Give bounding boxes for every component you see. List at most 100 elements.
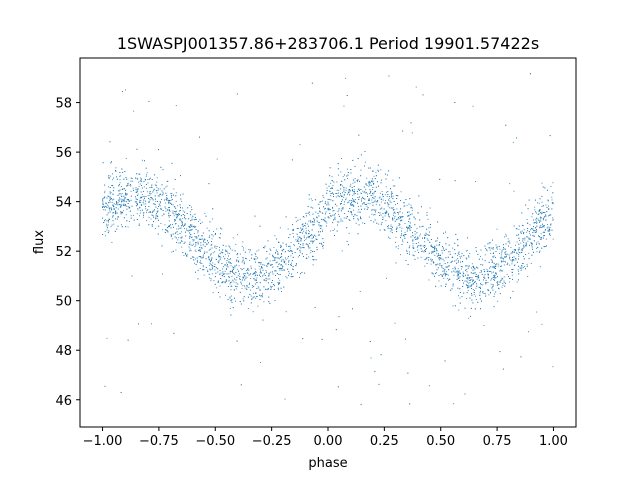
data-point (396, 218, 398, 220)
data-point (439, 178, 441, 180)
data-point (410, 236, 412, 238)
data-point (161, 184, 163, 186)
data-point (179, 227, 181, 229)
data-point (154, 204, 156, 206)
data-point (259, 272, 261, 274)
data-point (272, 266, 274, 268)
data-point (504, 256, 506, 258)
data-point (489, 267, 491, 269)
data-point (195, 225, 197, 227)
data-point (251, 254, 253, 256)
data-point (548, 205, 549, 207)
data-point (236, 268, 238, 270)
data-point (303, 216, 305, 218)
data-point (433, 247, 434, 249)
data-point (190, 214, 192, 216)
data-point (231, 270, 233, 272)
data-point (534, 230, 536, 232)
data-point (482, 292, 484, 294)
data-point (479, 290, 481, 292)
data-point (139, 180, 141, 182)
data-point (276, 238, 277, 240)
data-point (466, 280, 468, 282)
data-point (297, 238, 299, 240)
data-point (181, 231, 182, 233)
data-point (494, 276, 496, 278)
data-point (495, 268, 496, 269)
data-point (137, 208, 139, 210)
data-point (487, 274, 489, 276)
data-point (110, 192, 112, 194)
data-point (279, 258, 280, 260)
data-point (189, 232, 191, 234)
data-point (296, 248, 298, 250)
data-point (152, 203, 154, 205)
data-point (256, 288, 258, 289)
data-point (353, 218, 355, 220)
data-point (399, 226, 401, 228)
data-point (416, 232, 418, 234)
data-point (526, 265, 528, 267)
data-point (200, 257, 202, 259)
data-point (221, 228, 223, 230)
data-point (466, 268, 468, 270)
data-point (391, 207, 393, 209)
data-point (121, 193, 123, 194)
data-point (165, 202, 167, 204)
data-point (463, 276, 465, 277)
data-point (483, 325, 485, 326)
data-point (209, 221, 211, 223)
data-point (536, 225, 538, 227)
data-point (167, 209, 169, 211)
data-point (341, 208, 343, 210)
data-point (283, 248, 285, 250)
data-point (349, 194, 351, 196)
data-point (115, 167, 117, 169)
data-point (538, 243, 540, 245)
data-point (503, 247, 504, 248)
data-point (264, 245, 266, 247)
data-point (139, 173, 141, 175)
data-point (262, 264, 264, 266)
data-point (259, 294, 261, 296)
data-point (552, 192, 554, 194)
data-point (283, 260, 285, 262)
data-point (156, 215, 158, 217)
data-point (503, 281, 505, 283)
data-point (112, 173, 113, 175)
data-point (246, 269, 248, 271)
data-point (112, 220, 114, 222)
data-point (302, 244, 304, 246)
data-point (474, 275, 476, 277)
data-point (437, 237, 439, 239)
data-point (111, 197, 113, 199)
data-point (267, 263, 269, 264)
data-point (222, 281, 224, 283)
data-point (151, 184, 153, 186)
data-point (147, 179, 149, 180)
data-point (487, 282, 489, 283)
data-point (115, 213, 117, 215)
data-point (285, 311, 287, 313)
data-point (151, 226, 153, 227)
data-point (195, 271, 196, 273)
data-point (512, 259, 514, 261)
data-point (268, 275, 270, 276)
data-point (537, 247, 539, 249)
data-point (212, 208, 214, 210)
data-point (334, 235, 335, 236)
data-point (127, 182, 129, 184)
data-point (539, 198, 541, 200)
data-point (441, 275, 443, 277)
data-point (121, 201, 122, 203)
data-point (472, 279, 474, 281)
data-point (499, 293, 501, 295)
data-point (125, 205, 127, 207)
data-point (282, 250, 284, 252)
data-point (213, 266, 215, 268)
data-point (501, 270, 503, 272)
data-point (296, 241, 298, 242)
data-point (420, 233, 421, 235)
data-point (371, 202, 373, 203)
data-point (183, 225, 184, 227)
